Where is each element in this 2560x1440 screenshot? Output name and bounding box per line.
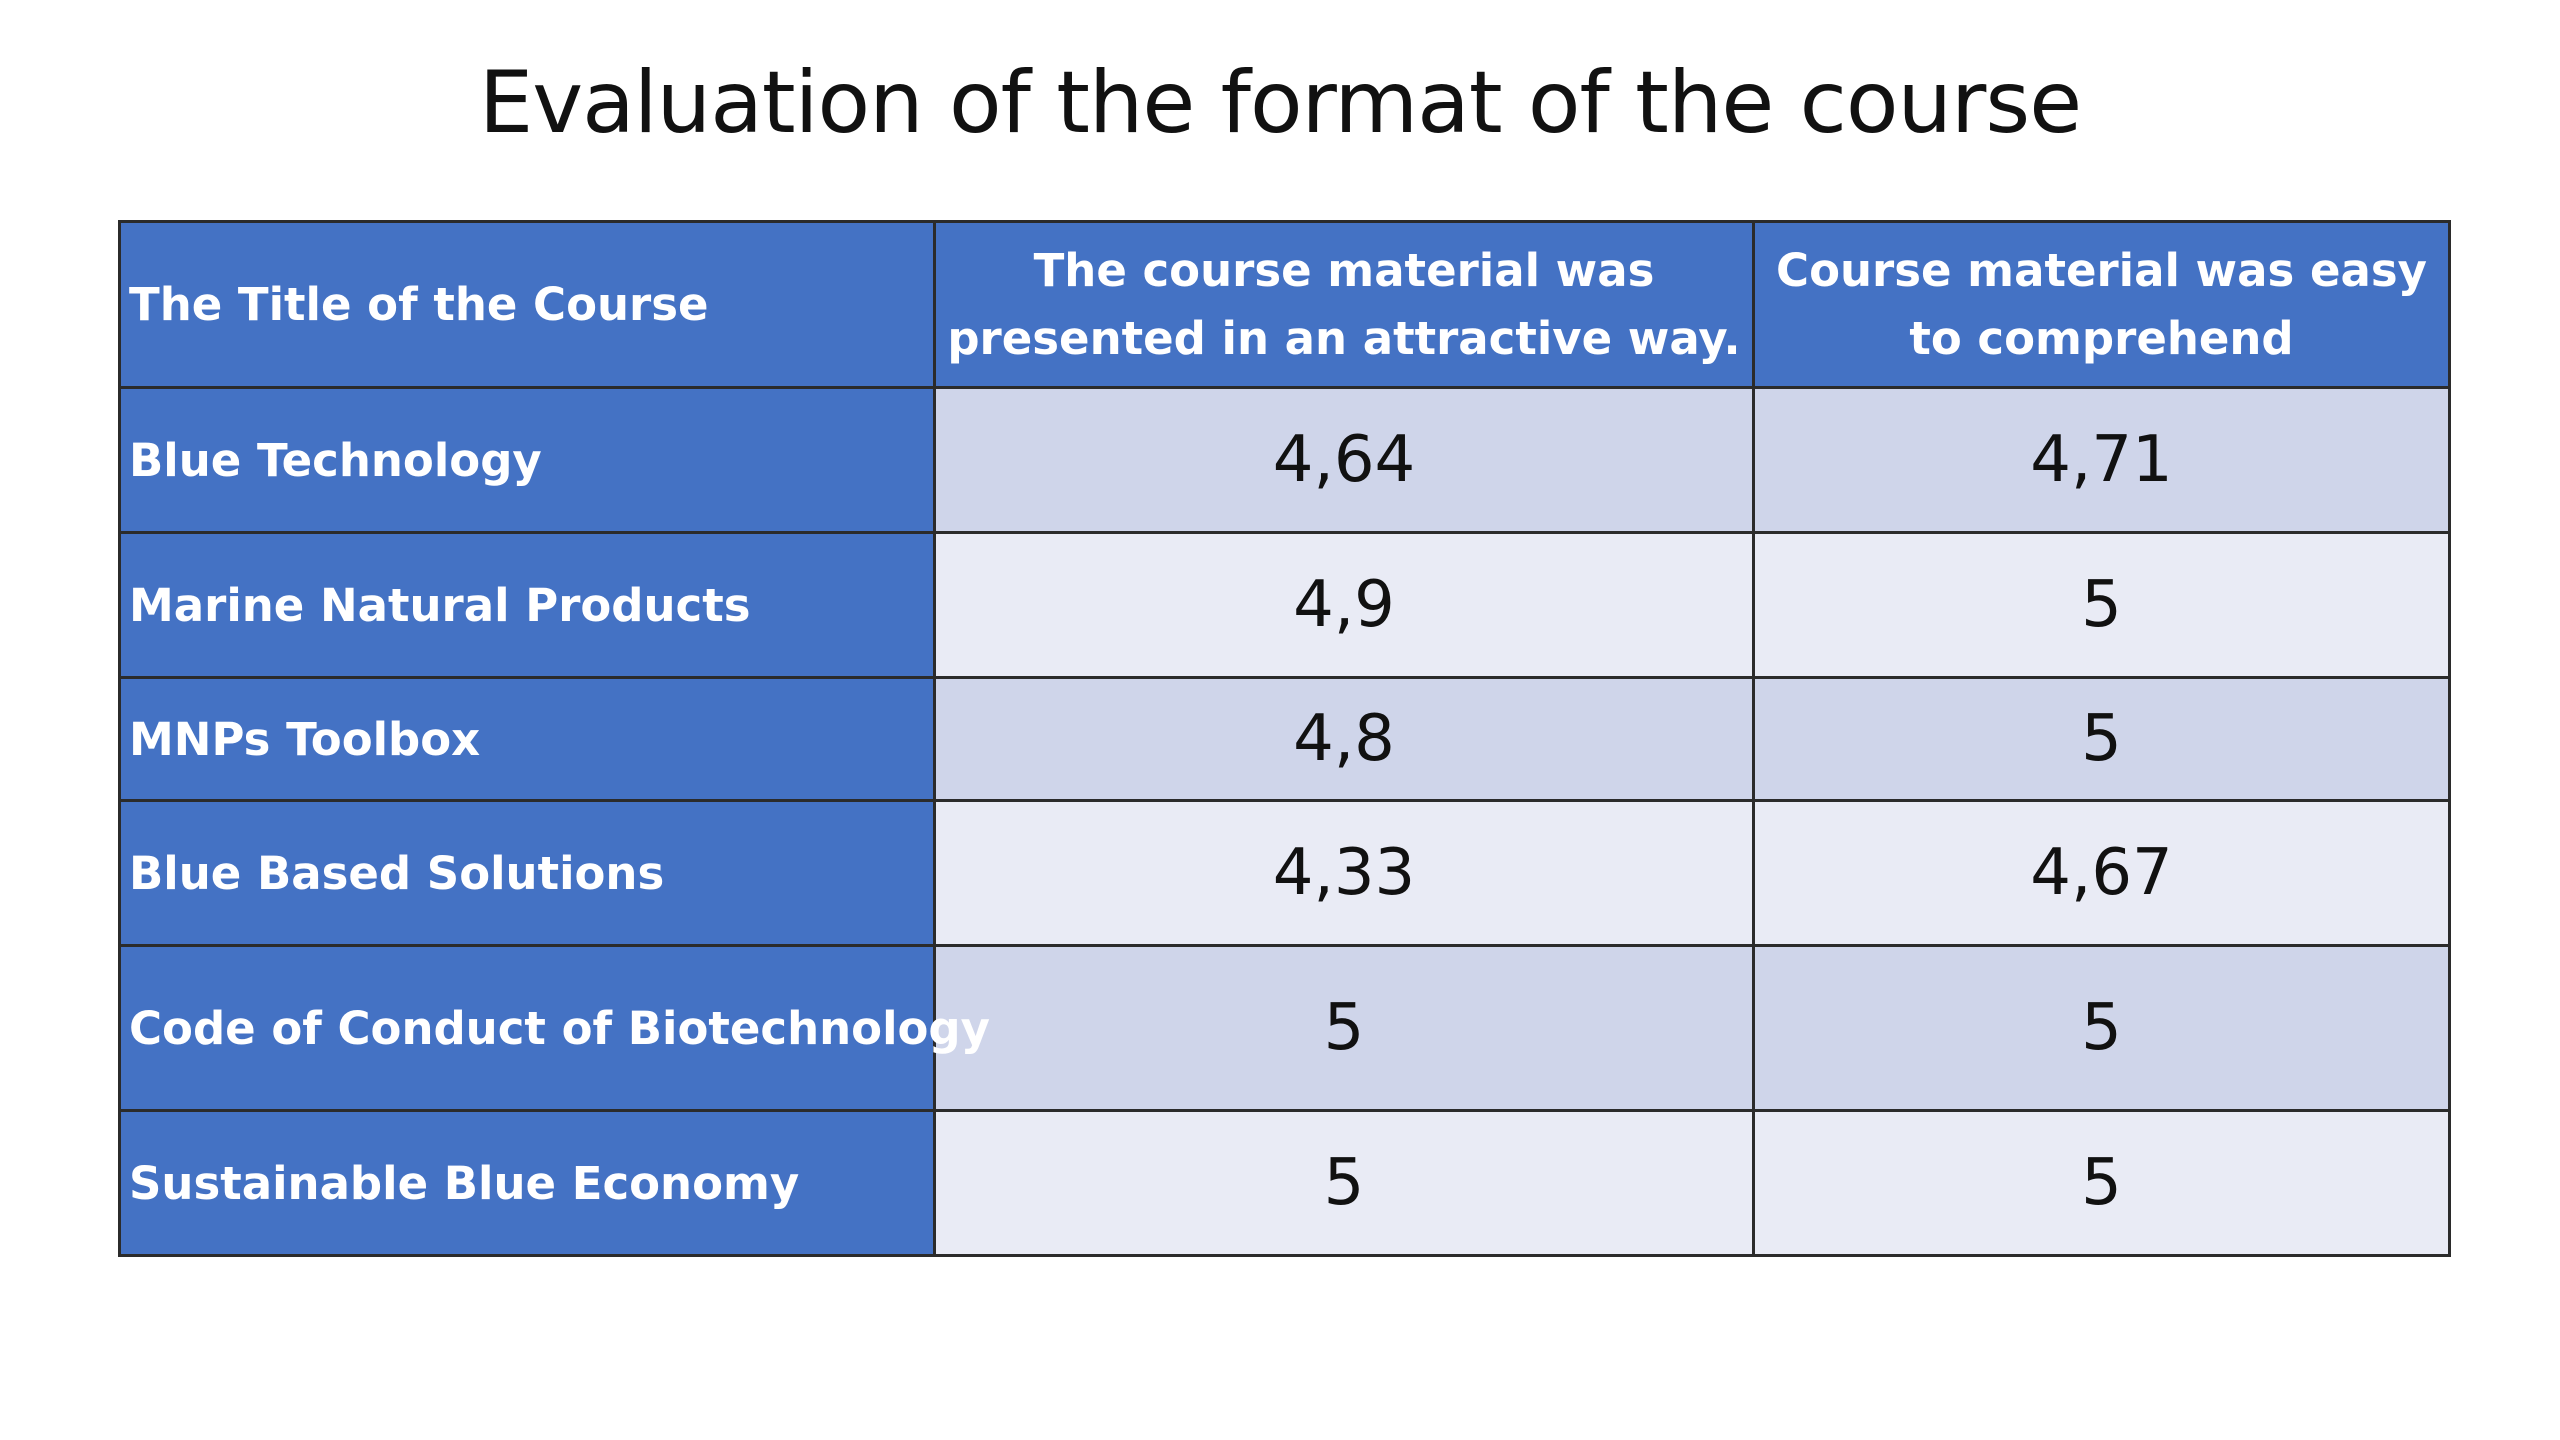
slide-title: Evaluation of the format of the course [478, 53, 2082, 153]
table-header-row: The Title of the Course The course mater… [118, 220, 2451, 389]
attractive-score-cell: 4,8 [933, 676, 1755, 802]
table-row: Blue Technology 4,64 4,71 [118, 386, 2451, 534]
table-row: Sustainable Blue Economy 5 5 [118, 1109, 2451, 1257]
attractive-score-cell: 5 [933, 944, 1755, 1112]
comprehend-score-cell: 4,71 [1752, 386, 2451, 534]
header-course-title: The Title of the Course [118, 220, 936, 389]
comprehend-score-cell: 5 [1752, 676, 2451, 802]
course-name-cell: Blue Based Solutions [118, 799, 936, 947]
course-name-cell: Sustainable Blue Economy [118, 1109, 936, 1257]
attractive-score-cell: 5 [933, 1109, 1755, 1257]
comprehend-score-cell: 5 [1752, 1109, 2451, 1257]
course-name-cell: Blue Technology [118, 386, 936, 534]
comprehend-score-cell: 5 [1752, 944, 2451, 1112]
evaluation-table: The Title of the Course The course mater… [118, 220, 2451, 1257]
header-comprehend: Course material was easy to comprehend [1752, 220, 2451, 389]
table-row: Marine Natural Products 4,9 5 [118, 531, 2451, 679]
header-attractive: The course material was presented in an … [933, 220, 1755, 389]
table-row: MNPs Toolbox 4,8 5 [118, 676, 2451, 802]
attractive-score-cell: 4,9 [933, 531, 1755, 679]
attractive-score-cell: 4,33 [933, 799, 1755, 947]
course-name-cell: Code of Conduct of Biotechnology [118, 944, 990, 1112]
course-name-cell: MNPs Toolbox [118, 676, 936, 802]
table-row: Code of Conduct of Biotechnology 5 5 [118, 944, 2451, 1112]
comprehend-score-cell: 4,67 [1752, 799, 2451, 947]
comprehend-score-cell: 5 [1752, 531, 2451, 679]
course-name-cell: Marine Natural Products [118, 531, 936, 679]
table-row: Blue Based Solutions 4,33 4,67 [118, 799, 2451, 947]
attractive-score-cell: 4,64 [933, 386, 1755, 534]
